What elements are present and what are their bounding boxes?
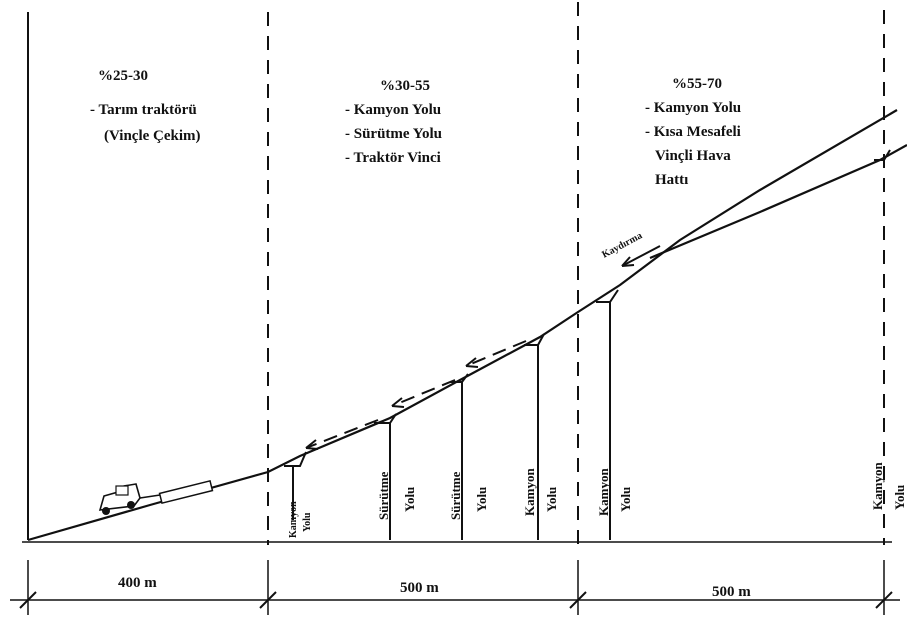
svg-text:Yolu: Yolu	[544, 487, 559, 512]
svg-text:Yolu: Yolu	[474, 487, 489, 512]
svg-text:Kamyon: Kamyon	[522, 468, 537, 516]
distance-label-3: 500 m	[712, 584, 751, 600]
svg-text:Yolu: Yolu	[402, 487, 417, 512]
svg-text:Sürütme: Sürütme	[376, 471, 391, 520]
svg-text:Kamyon: Kamyon	[870, 462, 885, 510]
svg-text:Kamyon: Kamyon	[596, 468, 611, 516]
dimension-line	[10, 560, 900, 615]
road-label-6: Kamyon Yolu	[870, 462, 907, 510]
zone-3-line-3: Vinçli Hava	[655, 148, 731, 164]
slope-profile-upper	[649, 144, 907, 260]
svg-text:Yolu: Yolu	[302, 512, 313, 532]
skid-arrows	[305, 340, 527, 450]
svg-text:Yolu: Yolu	[618, 487, 633, 512]
svg-text:Kamyon: Kamyon	[288, 501, 299, 538]
zone-3-line-2: - Kısa Mesafeli	[645, 124, 741, 140]
zone-2-line-3: - Traktör Vinci	[345, 150, 441, 166]
zone-2-grade: %30-55	[380, 78, 430, 94]
kaydirma-label: Kaydırma	[600, 230, 644, 260]
distance-label-2: 500 m	[400, 580, 439, 596]
zone-3-line-1: - Kamyon Yolu	[645, 100, 741, 116]
distance-label-1: 400 m	[118, 575, 157, 591]
zone-3-line-4: Hattı	[655, 172, 688, 188]
zone-1-line-2: (Vinçle Çekim)	[104, 128, 201, 144]
svg-text:Sürütme: Sürütme	[448, 471, 463, 520]
zone-label-2: %30-55 - Kamyon Yolu - Sürütme Yolu - Tr…	[345, 78, 442, 166]
road-notches	[284, 149, 891, 467]
road-label-3: Sürütme Yolu	[448, 471, 489, 520]
road-label-1: Kamyon Yolu	[288, 501, 313, 538]
zone-1-grade: %25-30	[98, 68, 148, 84]
zone-label-3: %55-70 - Kamyon Yolu - Kısa Mesafeli Vin…	[645, 76, 741, 188]
tractor-icon	[98, 479, 214, 515]
slope-profile	[27, 109, 898, 542]
zone-2-line-2: - Sürütme Yolu	[345, 126, 442, 142]
road-label-4: Kamyon Yolu	[522, 468, 559, 516]
kaydirma-arrow	[621, 245, 661, 267]
zone-label-1: %25-30 - Tarım traktörü (Vinçle Çekim)	[90, 68, 201, 144]
road-label-2: Sürütme Yolu	[376, 471, 417, 520]
svg-text:Yolu: Yolu	[892, 485, 907, 510]
road-label-5: Kamyon Yolu	[596, 468, 633, 516]
zone-1-line-1: - Tarım traktörü	[90, 102, 197, 118]
zone-2-line-1: - Kamyon Yolu	[345, 102, 441, 118]
zone-3-grade: %55-70	[672, 76, 722, 92]
